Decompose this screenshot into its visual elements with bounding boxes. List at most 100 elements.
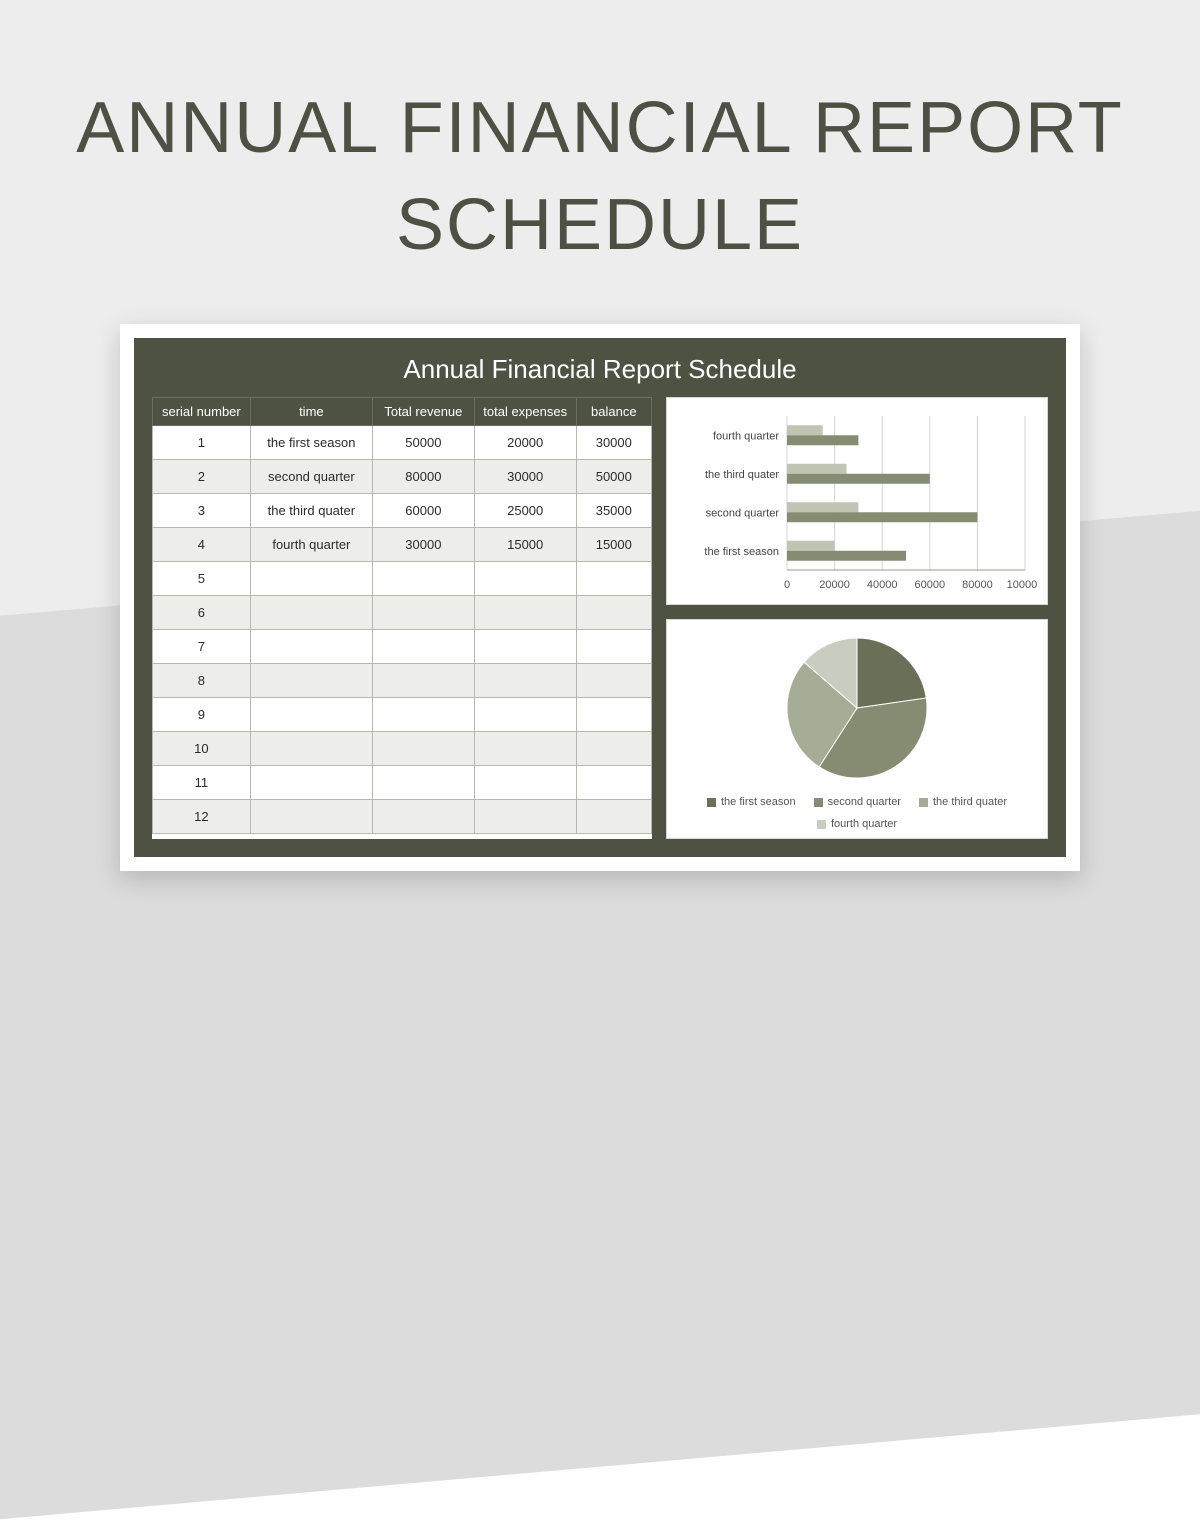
page-title: ANNUAL FINANCIAL REPORT SCHEDULE — [0, 0, 1200, 274]
table-cell: 25000 — [474, 494, 576, 528]
report-card: Annual Financial Report Schedule serial … — [120, 324, 1080, 871]
svg-text:second quarter: second quarter — [706, 508, 780, 520]
table-cell — [372, 664, 474, 698]
table-row: 11 — [153, 766, 652, 800]
legend-label: fourth quarter — [831, 818, 897, 830]
table-row: 2second quarter800003000050000 — [153, 460, 652, 494]
table-cell: 12 — [153, 800, 251, 834]
table-row: 5 — [153, 562, 652, 596]
table-cell — [372, 698, 474, 732]
svg-text:60000: 60000 — [915, 579, 946, 591]
legend-swatch — [817, 820, 826, 829]
table-cell — [576, 732, 651, 766]
pie-legend: the first season second quarter the third … — [675, 796, 1039, 830]
table-row: 8 — [153, 664, 652, 698]
table-cell — [372, 800, 474, 834]
table-cell — [372, 766, 474, 800]
table-cell: 15000 — [576, 528, 651, 562]
table-cell — [474, 800, 576, 834]
table-cell — [474, 630, 576, 664]
svg-text:the third quater: the third quater — [705, 469, 779, 481]
table-cell: the third quater — [250, 494, 372, 528]
svg-text:40000: 40000 — [867, 579, 898, 591]
legend-label: second quarter — [828, 796, 901, 808]
data-table: serial numbertimeTotal revenuetotal expe… — [152, 397, 652, 834]
bar-chart-box: 020000400006000080000100000fourth quarte… — [666, 397, 1048, 605]
table-cell: 35000 — [576, 494, 651, 528]
legend-swatch — [814, 798, 823, 807]
table-cell — [474, 732, 576, 766]
table-cell: 50000 — [576, 460, 651, 494]
table-cell — [474, 664, 576, 698]
table-cell — [576, 630, 651, 664]
table-cell: 3 — [153, 494, 251, 528]
table-cell: 8 — [153, 664, 251, 698]
report-card-inner: Annual Financial Report Schedule serial … — [134, 338, 1066, 857]
data-table-wrap: serial numbertimeTotal revenuetotal expe… — [152, 397, 652, 839]
table-cell — [576, 698, 651, 732]
table-row: 3the third quater600002500035000 — [153, 494, 652, 528]
table-header-cell: balance — [576, 398, 651, 426]
table-cell: 10 — [153, 732, 251, 766]
table-cell — [576, 800, 651, 834]
table-cell: 30000 — [576, 426, 651, 460]
table-row: 6 — [153, 596, 652, 630]
table-cell — [250, 562, 372, 596]
table-cell: 5 — [153, 562, 251, 596]
table-cell — [474, 698, 576, 732]
legend-label: the first season — [721, 796, 796, 808]
page-title-line1: ANNUAL FINANCIAL REPORT — [76, 88, 1124, 168]
table-cell: 6 — [153, 596, 251, 630]
table-cell — [250, 698, 372, 732]
pie-chart-box: the first season second quarter the third … — [666, 619, 1048, 839]
pie-legend-item: second quarter — [814, 796, 901, 808]
table-cell — [576, 562, 651, 596]
table-cell — [250, 664, 372, 698]
table-cell — [250, 596, 372, 630]
table-cell: 9 — [153, 698, 251, 732]
table-cell — [250, 800, 372, 834]
svg-text:80000: 80000 — [962, 579, 993, 591]
table-header-cell: serial number — [153, 398, 251, 426]
table-cell — [250, 630, 372, 664]
table-cell: 11 — [153, 766, 251, 800]
table-header-cell: time — [250, 398, 372, 426]
card-title: Annual Financial Report Schedule — [152, 348, 1048, 397]
table-cell — [250, 766, 372, 800]
bar-chart: 020000400006000080000100000fourth quarte… — [677, 406, 1037, 596]
pie-legend-item: the third quater — [919, 796, 1007, 808]
table-cell: 80000 — [372, 460, 474, 494]
table-cell: 50000 — [372, 426, 474, 460]
table-header-cell: Total revenue — [372, 398, 474, 426]
table-cell: the first season — [250, 426, 372, 460]
svg-text:the first season: the first season — [704, 546, 779, 558]
svg-text:100000: 100000 — [1007, 579, 1037, 591]
table-cell — [372, 630, 474, 664]
table-cell — [576, 596, 651, 630]
table-row: 1the first season500002000030000 — [153, 426, 652, 460]
table-cell — [372, 596, 474, 630]
pie-legend-item: the first season — [707, 796, 796, 808]
pie-legend-item: fourth quarter — [817, 818, 897, 830]
page-title-line2: SCHEDULE — [396, 185, 804, 265]
table-cell: 2 — [153, 460, 251, 494]
table-cell: 30000 — [474, 460, 576, 494]
table-cell: 60000 — [372, 494, 474, 528]
table-row: 9 — [153, 698, 652, 732]
table-cell — [250, 732, 372, 766]
table-header-cell: total expenses — [474, 398, 576, 426]
table-cell: 1 — [153, 426, 251, 460]
table-row: 10 — [153, 732, 652, 766]
svg-text:20000: 20000 — [819, 579, 850, 591]
table-row: 4fourth quarter300001500015000 — [153, 528, 652, 562]
pie-chart — [682, 628, 1032, 788]
content-row: serial numbertimeTotal revenuetotal expe… — [152, 397, 1048, 839]
table-cell — [576, 766, 651, 800]
legend-swatch — [707, 798, 716, 807]
table-cell: 30000 — [372, 528, 474, 562]
svg-text:fourth quarter: fourth quarter — [713, 431, 779, 443]
table-row: 12 — [153, 800, 652, 834]
table-header-row: serial numbertimeTotal revenuetotal expe… — [153, 398, 652, 426]
table-cell — [372, 562, 474, 596]
table-cell — [474, 562, 576, 596]
